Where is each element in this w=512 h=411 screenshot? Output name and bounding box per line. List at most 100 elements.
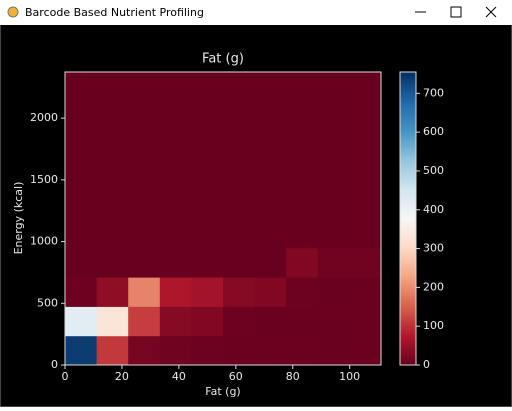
heatmap-cell — [223, 335, 256, 366]
heatmap-cell — [286, 72, 319, 102]
heatmap-cell — [96, 247, 129, 278]
heatmap-cell — [65, 101, 98, 132]
heatmap-cell — [254, 130, 287, 161]
heatmap-cell — [159, 159, 192, 190]
y-axis-label: Energy (kcal) — [12, 182, 25, 255]
heatmap-cell — [349, 335, 382, 366]
colorbar-tick-label: 200 — [423, 280, 444, 293]
heatmap-cell — [65, 277, 98, 307]
heatmap-cell — [191, 130, 224, 161]
heatmap-cell — [317, 247, 350, 278]
heatmap-cell — [223, 189, 256, 219]
heatmap-cell — [349, 72, 382, 102]
heatmap-cell — [96, 306, 129, 337]
heatmap-cell — [159, 101, 192, 132]
colorbar-tick-label: 500 — [423, 164, 444, 177]
heatmap-cell — [286, 189, 319, 219]
heatmap-cell — [159, 218, 192, 249]
heatmap-cell — [254, 247, 287, 278]
heatmap-cell — [286, 218, 319, 249]
heatmap-cell — [96, 72, 129, 102]
heatmap-cell — [254, 277, 287, 307]
close-button[interactable] — [485, 6, 497, 18]
heatmap-cell — [128, 72, 161, 102]
y-tick-label: 1000 — [30, 235, 58, 248]
colorbar — [399, 71, 417, 366]
heatmap-cell — [191, 72, 224, 102]
heatmap-cell — [317, 101, 350, 132]
heatmap-cell — [191, 101, 224, 132]
window-title: Barcode Based Nutrient Profiling — [25, 6, 204, 19]
heatmap-cell — [159, 130, 192, 161]
x-tick-label: 80 — [286, 370, 300, 383]
heatmap-cell — [191, 218, 224, 249]
heatmap-cell — [349, 101, 382, 132]
heatmap-cell — [254, 189, 287, 219]
plot-frame — [64, 71, 382, 366]
heatmap-cell — [191, 306, 224, 337]
heatmap-cell — [286, 247, 319, 278]
heatmap-cell — [128, 101, 161, 132]
heatmap-cell — [317, 277, 350, 307]
heatmap-cell — [96, 101, 129, 132]
colorbar-tick-label: 700 — [423, 86, 444, 99]
colorbar-tick-label: 100 — [423, 319, 444, 332]
heatmap-cell — [223, 101, 256, 132]
heatmap-cell — [191, 159, 224, 190]
heatmap-cell — [96, 159, 129, 190]
heatmap-cell — [65, 72, 98, 102]
heatmap-cell — [96, 130, 129, 161]
y-tick-label: 1500 — [30, 173, 58, 186]
heatmap-cell — [254, 101, 287, 132]
heatmap-cell — [223, 247, 256, 278]
x-tick-label: 0 — [62, 370, 69, 383]
heatmap-cell — [159, 335, 192, 366]
y-tick-label: 2000 — [30, 111, 58, 124]
heatmap-cell — [286, 101, 319, 132]
heatmap-cell — [96, 335, 129, 366]
heatmap-cell — [317, 335, 350, 366]
heatmap-cell — [128, 247, 161, 278]
heatmap-cell — [317, 218, 350, 249]
heatmap-cell — [159, 189, 192, 219]
heatmap-cell — [254, 159, 287, 190]
heatmap-cell — [96, 218, 129, 249]
colorbar-tick-label: 600 — [423, 125, 444, 138]
heatmap-cell — [191, 335, 224, 366]
y-tick-label: 0 — [51, 358, 58, 371]
heatmap-cell — [65, 159, 98, 190]
x-tick-label: 20 — [115, 370, 129, 383]
heatmap-cell — [223, 218, 256, 249]
app-icon — [7, 6, 19, 18]
heatmap-cell — [223, 72, 256, 102]
heatmap-cell — [128, 130, 161, 161]
heatmap-cell — [254, 218, 287, 249]
y-tick-label: 500 — [37, 296, 58, 309]
heatmap-cell — [65, 247, 98, 278]
heatmap-cell — [286, 159, 319, 190]
x-axis-label: Fat (g) — [205, 385, 240, 398]
heatmap-cell — [65, 130, 98, 161]
heatmap-cell — [159, 306, 192, 337]
heatmap-cell — [317, 189, 350, 219]
heatmap-cell — [286, 335, 319, 366]
maximize-button[interactable] — [450, 6, 462, 18]
title-bar — [0, 0, 512, 25]
x-tick-label: 60 — [229, 370, 243, 383]
heatmap-cell — [286, 306, 319, 337]
heatmap-cell — [317, 130, 350, 161]
heatmap-cell — [317, 159, 350, 190]
x-tick-label: 40 — [172, 370, 186, 383]
heatmap-cell — [191, 277, 224, 307]
heatmap-cell — [65, 306, 98, 337]
heatmap-cell — [128, 335, 161, 366]
heatmap-cell — [286, 277, 319, 307]
chart-title: Fat (g) — [202, 52, 244, 67]
colorbar-tick-label: 0 — [423, 358, 430, 371]
heatmap-cell — [254, 335, 287, 366]
heatmap-cell — [317, 306, 350, 337]
heatmap-cell — [223, 306, 256, 337]
heatmap-cell — [286, 130, 319, 161]
colorbar-tick-label: 300 — [423, 242, 444, 255]
